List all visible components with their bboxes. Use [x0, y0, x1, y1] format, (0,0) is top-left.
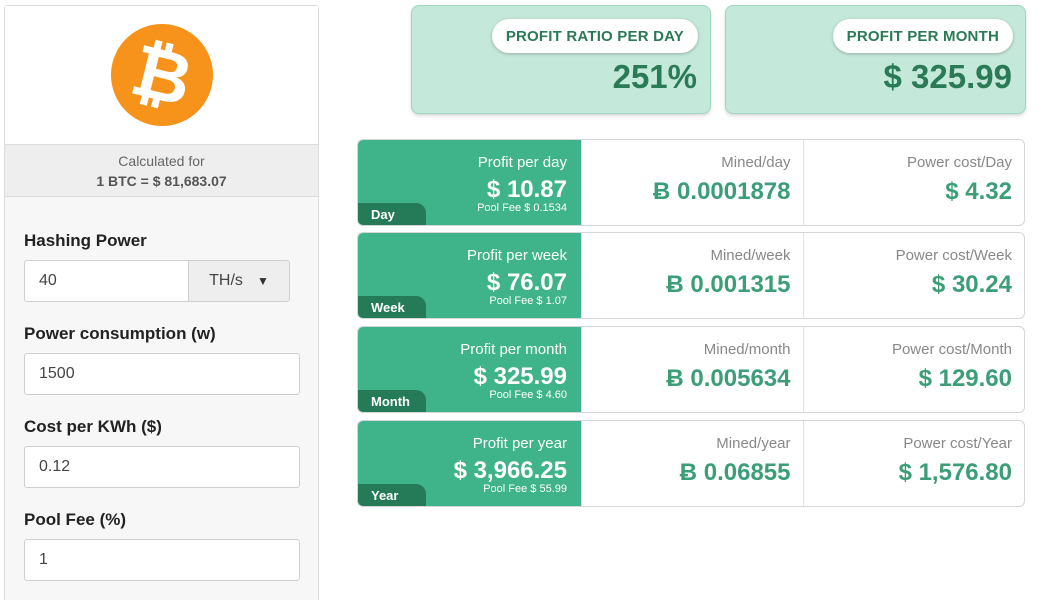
hashing-unit-value: TH/s [209, 272, 243, 289]
power-cost-cell: Power cost/Month $ 129.60 [802, 327, 1025, 412]
profit-month-card: PROFIT PER MONTH $ 325.99 [725, 5, 1026, 114]
profit-cell: Profit per year $ 3,966.25 Pool Fee $ 55… [358, 421, 581, 506]
mined-value: Ƀ 0.06855 [679, 459, 791, 486]
exchange-rate-box: Calculated for 1 BTC = $ 81,683.07 [5, 145, 318, 197]
profit-cell: Profit per month $ 325.99 Pool Fee $ 4.6… [358, 327, 581, 412]
power-cost-value: $ 4.32 [945, 178, 1012, 205]
profit-cell: Profit per day $ 10.87 Pool Fee $ 0.1534… [358, 140, 581, 225]
pool-fee-value: Pool Fee $ 1.07 [489, 295, 567, 307]
power-cost-cell: Power cost/Year $ 1,576.80 [802, 421, 1025, 506]
profit-value: $ 3,966.25 [453, 457, 567, 484]
period-tag: Week [358, 296, 426, 318]
result-row-week: Profit per week $ 76.07 Pool Fee $ 1.07 … [357, 232, 1025, 319]
power-cost-label: Power cost/Week [895, 247, 1012, 264]
power-cost-label: Power cost/Day [906, 154, 1012, 171]
profit-label: Profit per day [477, 154, 567, 171]
pool-fee-input[interactable]: 1 [24, 539, 300, 581]
profit-ratio-label: PROFIT RATIO PER DAY [491, 19, 698, 53]
cost-per-kwh-input[interactable]: 0.12 [24, 446, 300, 488]
calculator-form: Hashing Power 40 TH/s ▼ Power consumptio… [5, 231, 318, 581]
bitcoin-logo-icon: ₿ [99, 13, 224, 137]
mined-cell: Mined/month Ƀ 0.005634 [581, 327, 803, 412]
power-cost-label: Power cost/Year [903, 435, 1012, 452]
profit-ratio-card: PROFIT RATIO PER DAY 251% [411, 5, 711, 114]
profit-cell: Profit per week $ 76.07 Pool Fee $ 1.07 … [358, 233, 581, 318]
profit-month-label: PROFIT PER MONTH [832, 19, 1013, 53]
period-tag: Day [358, 203, 426, 225]
power-cost-label: Power cost/Month [891, 341, 1012, 358]
power-cost-cell: Power cost/Day $ 4.32 [802, 140, 1025, 225]
calculator-panel: ₿ Calculated for 1 BTC = $ 81,683.07 Has… [4, 5, 319, 600]
mined-value: Ƀ 0.001315 [666, 271, 791, 298]
logo-area: ₿ [5, 6, 318, 145]
profit-label: Profit per year [472, 435, 567, 452]
power-cost-value: $ 1,576.80 [898, 459, 1012, 486]
power-consumption-input[interactable]: 1500 [24, 353, 300, 395]
profit-label: Profit per week [466, 247, 567, 264]
mined-cell: Mined/year Ƀ 0.06855 [581, 421, 803, 506]
power-cost-value: $ 129.60 [918, 365, 1012, 392]
profit-value: $ 325.99 [473, 363, 567, 390]
power-cost-cell: Power cost/Week $ 30.24 [802, 233, 1025, 318]
pool-fee-value: Pool Fee $ 55.99 [483, 483, 567, 495]
hashing-power-row: 40 TH/s ▼ [24, 260, 299, 302]
result-row-day: Profit per day $ 10.87 Pool Fee $ 0.1534… [357, 139, 1025, 226]
mined-cell: Mined/week Ƀ 0.001315 [581, 233, 803, 318]
power-cost-value: $ 30.24 [931, 271, 1012, 298]
period-tag: Year [358, 484, 426, 506]
profit-label: Profit per month [460, 341, 567, 358]
hashing-power-input[interactable]: 40 [24, 260, 189, 302]
mined-label: Mined/week [710, 247, 791, 264]
pool-fee-value: Pool Fee $ 4.60 [489, 389, 567, 401]
profit-value: $ 10.87 [486, 176, 567, 203]
mined-label: Mined/year [716, 435, 791, 452]
period-tag: Month [358, 390, 426, 412]
pool-fee-value: Pool Fee $ 0.1534 [477, 202, 567, 214]
profit-month-value: $ 325.99 [883, 58, 1012, 95]
profit-ratio-value: 251% [612, 58, 697, 95]
btc-rate: 1 BTC = $ 81,683.07 [96, 173, 227, 189]
profit-value: $ 76.07 [486, 269, 567, 296]
result-row-month: Profit per month $ 325.99 Pool Fee $ 4.6… [357, 326, 1025, 413]
mined-cell: Mined/day Ƀ 0.0001878 [581, 140, 803, 225]
mined-value: Ƀ 0.005634 [666, 365, 791, 392]
hashing-unit-select[interactable]: TH/s ▼ [189, 260, 290, 302]
result-row-year: Profit per year $ 3,966.25 Pool Fee $ 55… [357, 420, 1025, 507]
hashing-power-label: Hashing Power [24, 231, 147, 250]
pool-fee-label: Pool Fee (%) [24, 510, 127, 529]
mined-value: Ƀ 0.0001878 [653, 178, 791, 205]
chevron-down-icon: ▼ [256, 274, 269, 288]
mined-label: Mined/month [703, 341, 791, 358]
mined-label: Mined/day [721, 154, 791, 171]
power-consumption-label: Power consumption (w) [24, 324, 216, 343]
cost-per-kwh-label: Cost per KWh ($) [24, 417, 162, 436]
calculated-for-label: Calculated for [118, 153, 205, 169]
